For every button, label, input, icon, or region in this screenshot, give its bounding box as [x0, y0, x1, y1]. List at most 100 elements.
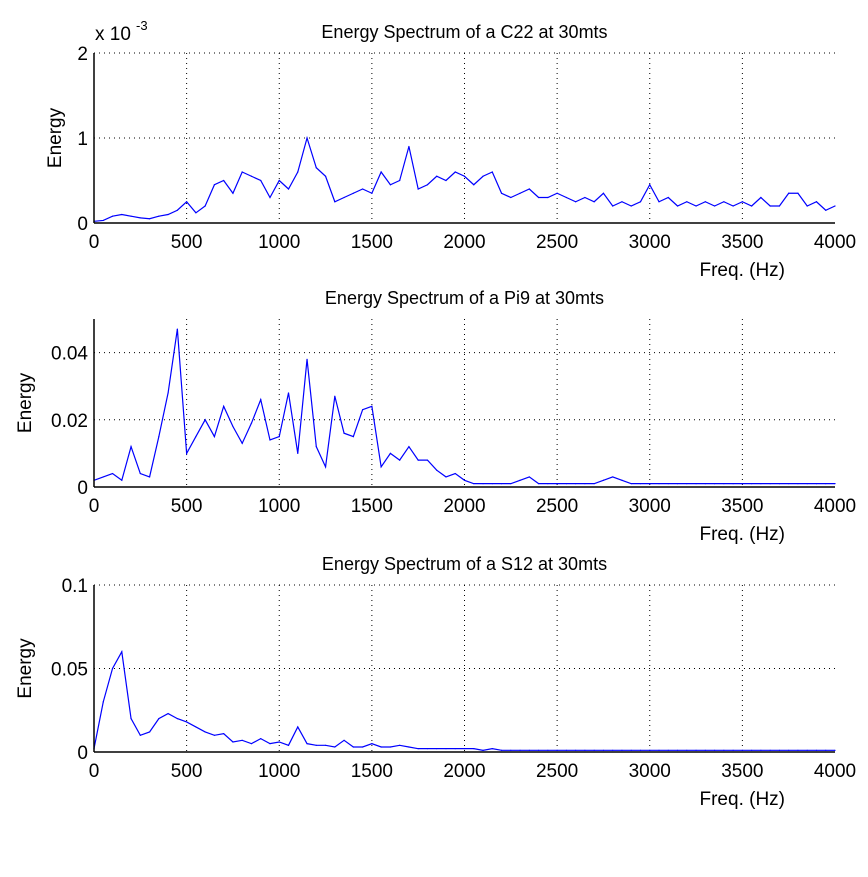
- data-point: [148, 218, 151, 220]
- data-point: [769, 749, 771, 751]
- data-point: [751, 205, 753, 207]
- x-tick-label: 2000: [443, 496, 485, 517]
- data-point: [825, 749, 827, 751]
- data-point: [389, 184, 391, 186]
- data-point: [371, 405, 373, 407]
- x-tick-label: 3000: [629, 496, 671, 517]
- data-point: [797, 483, 799, 485]
- data-point: [760, 749, 762, 751]
- y-exponent-label: x 10: [95, 24, 131, 45]
- y-tick-label: 0.02: [51, 411, 88, 432]
- data-point: [815, 201, 818, 203]
- data-point: [732, 205, 734, 207]
- data-point: [426, 459, 429, 461]
- data-point: [667, 196, 669, 199]
- data-point: [695, 749, 697, 751]
- data-point: [463, 175, 466, 177]
- data-point: [500, 192, 503, 194]
- data-point: [389, 746, 391, 748]
- data-point: [788, 483, 790, 485]
- data-point: [806, 749, 808, 751]
- subplot-2: 0 500 1000 1500 2000 2500 3000 3500 4000 0 0.02 0.0…: [15, 288, 856, 545]
- data-point: [519, 749, 521, 751]
- data-point: [195, 436, 197, 438]
- data-point: [213, 734, 216, 736]
- data-point: [547, 749, 549, 751]
- data-point: [334, 746, 336, 748]
- data-point: [241, 442, 243, 444]
- data-point: [111, 215, 114, 217]
- data-point: [315, 167, 317, 169]
- data-point: [491, 171, 493, 173]
- data-point: [528, 749, 530, 751]
- data-point: [667, 749, 669, 751]
- data-point: [260, 179, 262, 182]
- data-point: [130, 718, 132, 720]
- data-point: [593, 201, 595, 203]
- x-tick-label: 3000: [629, 761, 671, 782]
- data-point: [686, 749, 688, 751]
- data-point: [723, 201, 725, 203]
- data-point: [834, 749, 836, 751]
- subplot-1: 0 500 1000 1500 2000 2500 3000 3500 4000 0 1 2 Energ…: [45, 18, 856, 281]
- data-point: [454, 748, 456, 750]
- data-point: [538, 749, 540, 751]
- chart-title: Energy Spectrum of a Pi9 at 30mts: [325, 288, 604, 308]
- data-point: [343, 739, 345, 741]
- data-point: [399, 744, 401, 746]
- data-point: [352, 436, 354, 438]
- data-point: [788, 192, 790, 194]
- data-point: [482, 483, 484, 485]
- data-point: [547, 483, 549, 485]
- x-tick-label: 4000: [814, 496, 856, 517]
- data-point: [380, 466, 382, 468]
- data-point: [278, 741, 280, 743]
- data-point: [260, 738, 262, 740]
- data-point: [297, 726, 299, 728]
- data-point: [658, 483, 660, 485]
- data-point: [445, 748, 447, 750]
- data-point: [621, 479, 623, 481]
- x-tick-label: 2000: [443, 232, 485, 253]
- data-point: [676, 483, 679, 485]
- data-point: [593, 483, 595, 485]
- data-point: [528, 188, 530, 190]
- data-point: [121, 479, 123, 481]
- x-tick-label: 3500: [721, 496, 763, 517]
- data-point: [667, 483, 669, 485]
- data-point: [732, 483, 734, 485]
- data-point: [130, 446, 132, 448]
- data-point: [519, 192, 521, 194]
- data-point: [287, 188, 290, 190]
- data-point: [732, 749, 734, 751]
- data-point: [815, 749, 818, 751]
- x-tick-label: 500: [171, 232, 203, 253]
- data-point: [195, 726, 197, 728]
- x-axis-label: Freq. (Hz): [700, 789, 786, 810]
- data-point: [510, 483, 512, 485]
- x-tick-label: 4000: [814, 232, 856, 253]
- data-point: [232, 741, 234, 743]
- data-point: [575, 483, 577, 485]
- data-point: [556, 192, 558, 194]
- data-point: [315, 744, 317, 746]
- x-axis-label: Freq. (Hz): [700, 524, 786, 545]
- subplot-3: 0 500 1000 1500 2000 2500 3000 3500 4000 0 0.05 0.1…: [15, 554, 856, 810]
- data-point: [278, 436, 280, 438]
- data-point: [741, 749, 743, 751]
- data-point: [602, 749, 605, 751]
- data-point: [806, 483, 808, 485]
- data-point: [158, 718, 160, 720]
- data-point: [741, 483, 743, 485]
- data-point: [704, 201, 706, 203]
- data-point: [639, 201, 642, 203]
- data-point: [241, 739, 243, 741]
- data-point: [639, 483, 642, 485]
- data-point: [639, 749, 642, 751]
- data-point: [695, 205, 697, 207]
- data-point: [158, 436, 160, 438]
- data-point: [741, 201, 743, 203]
- data-point: [223, 733, 225, 735]
- data-point: [324, 744, 327, 746]
- data-point: [260, 399, 262, 401]
